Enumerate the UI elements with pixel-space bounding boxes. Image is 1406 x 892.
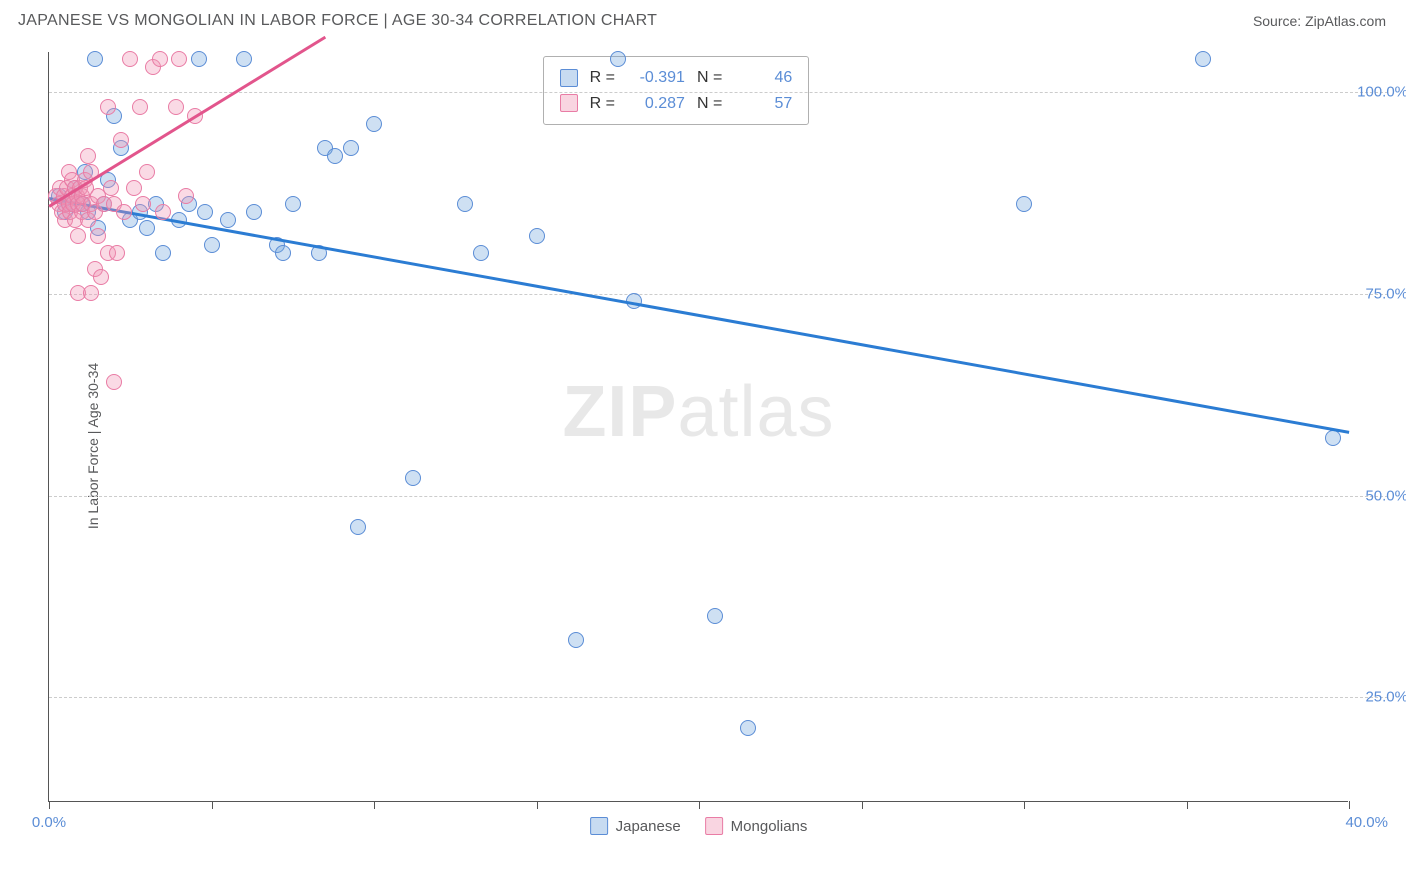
scatter-point <box>740 720 756 736</box>
scatter-point <box>113 132 129 148</box>
n-label: N = <box>697 91 722 117</box>
scatter-point <box>139 220 155 236</box>
scatter-point <box>90 228 106 244</box>
n-label: N = <box>697 65 722 91</box>
scatter-point <box>155 204 171 220</box>
scatter-point <box>106 374 122 390</box>
x-tick-label: 0.0% <box>32 814 66 831</box>
scatter-point <box>1195 51 1211 67</box>
series-legend: Japanese Mongolians <box>590 817 808 835</box>
scatter-point <box>529 228 545 244</box>
x-tick <box>699 801 700 809</box>
scatter-point <box>610 51 626 67</box>
scatter-point <box>1325 430 1341 446</box>
chart-plot-area: ZIPatlas R = -0.391 N = 46 R = 0.287 N =… <box>48 52 1348 802</box>
scatter-point <box>87 51 103 67</box>
grid-line <box>49 697 1388 698</box>
grid-line <box>49 92 1388 93</box>
x-tick-label: 40.0% <box>1345 814 1388 831</box>
scatter-point <box>126 180 142 196</box>
scatter-point <box>327 148 343 164</box>
legend-swatch-blue <box>560 69 578 87</box>
scatter-point <box>246 204 262 220</box>
scatter-point <box>93 269 109 285</box>
scatter-point <box>350 519 366 535</box>
x-tick <box>1024 801 1025 809</box>
scatter-point <box>285 196 301 212</box>
scatter-point <box>132 99 148 115</box>
scatter-point <box>197 204 213 220</box>
scatter-point <box>343 140 359 156</box>
scatter-point <box>171 51 187 67</box>
x-tick <box>862 801 863 809</box>
scatter-point <box>457 196 473 212</box>
y-tick-label: 50.0% <box>1365 487 1406 504</box>
scatter-point <box>178 188 194 204</box>
scatter-point <box>168 99 184 115</box>
scatter-point <box>568 632 584 648</box>
scatter-point <box>191 51 207 67</box>
correlation-row: R = 0.287 N = 57 <box>560 91 793 117</box>
y-tick-label: 25.0% <box>1365 689 1406 706</box>
scatter-point <box>405 470 421 486</box>
scatter-point <box>707 608 723 624</box>
scatter-point <box>152 51 168 67</box>
scatter-point <box>116 204 132 220</box>
correlation-row: R = -0.391 N = 46 <box>560 65 793 91</box>
r-label: R = <box>590 65 615 91</box>
legend-swatch-pink <box>560 94 578 112</box>
series-label: Mongolians <box>731 818 808 835</box>
r-label: R = <box>590 91 615 117</box>
r-value: 0.287 <box>627 91 685 117</box>
x-tick <box>374 801 375 809</box>
scatter-point <box>155 245 171 261</box>
x-tick <box>49 801 50 809</box>
series-legend-item: Mongolians <box>705 817 808 835</box>
scatter-point <box>236 51 252 67</box>
y-tick-label: 100.0% <box>1357 84 1406 101</box>
x-tick <box>212 801 213 809</box>
n-value: 46 <box>734 65 792 91</box>
grid-line <box>49 496 1388 497</box>
scatter-point <box>109 245 125 261</box>
trend-line <box>49 197 1349 433</box>
y-tick-label: 75.0% <box>1365 285 1406 302</box>
correlation-legend: R = -0.391 N = 46 R = 0.287 N = 57 <box>543 56 810 125</box>
scatter-point <box>220 212 236 228</box>
legend-swatch-blue <box>590 817 608 835</box>
x-tick <box>537 801 538 809</box>
scatter-point <box>122 51 138 67</box>
scatter-point <box>275 245 291 261</box>
chart-source: Source: ZipAtlas.com <box>1253 13 1386 29</box>
scatter-point <box>135 196 151 212</box>
scatter-point <box>473 245 489 261</box>
scatter-point <box>100 99 116 115</box>
scatter-point <box>70 228 86 244</box>
series-label: Japanese <box>616 818 681 835</box>
series-legend-item: Japanese <box>590 817 681 835</box>
scatter-point <box>1016 196 1032 212</box>
x-tick <box>1187 801 1188 809</box>
r-value: -0.391 <box>627 65 685 91</box>
x-tick <box>1349 801 1350 809</box>
scatter-point <box>103 180 119 196</box>
grid-line <box>49 294 1388 295</box>
chart-header: JAPANESE VS MONGOLIAN IN LABOR FORCE | A… <box>0 0 1406 38</box>
n-value: 57 <box>734 91 792 117</box>
scatter-point <box>83 285 99 301</box>
chart-title: JAPANESE VS MONGOLIAN IN LABOR FORCE | A… <box>18 12 657 30</box>
scatter-point <box>366 116 382 132</box>
watermark-text: ZIPatlas <box>562 371 834 453</box>
scatter-point <box>204 237 220 253</box>
legend-swatch-pink <box>705 817 723 835</box>
scatter-point <box>80 148 96 164</box>
scatter-point <box>139 164 155 180</box>
